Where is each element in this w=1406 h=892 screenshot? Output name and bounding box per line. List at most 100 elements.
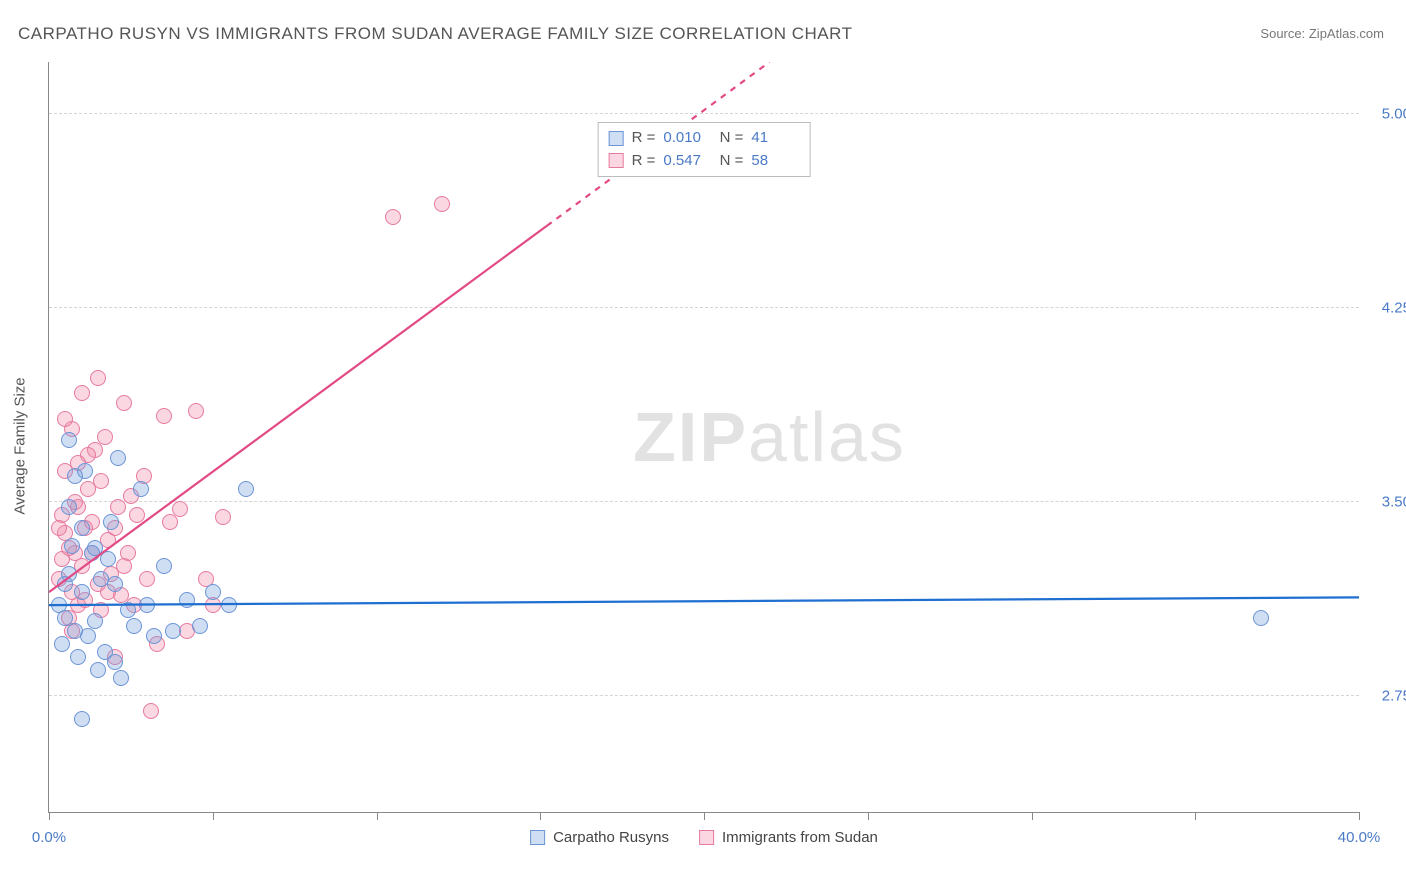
watermark-zip: ZIP	[633, 398, 748, 476]
chart-title: CARPATHO RUSYN VS IMMIGRANTS FROM SUDAN …	[18, 24, 852, 44]
data-point-b	[93, 473, 109, 489]
data-point-b	[215, 509, 231, 525]
data-point-a	[192, 618, 208, 634]
data-point-b	[162, 514, 178, 530]
x-tick	[49, 812, 50, 820]
data-point-b	[51, 520, 67, 536]
data-point-a	[64, 538, 80, 554]
data-point-a	[70, 649, 86, 665]
data-point-b	[188, 403, 204, 419]
data-point-a	[80, 628, 96, 644]
data-point-a	[54, 636, 70, 652]
data-point-a	[107, 654, 123, 670]
data-point-b	[172, 501, 188, 517]
y-tick-label: 4.25	[1382, 299, 1406, 316]
data-point-a	[238, 481, 254, 497]
data-point-a	[156, 558, 172, 574]
data-point-a	[179, 592, 195, 608]
data-point-a	[110, 450, 126, 466]
x-tick	[213, 812, 214, 820]
n-label: N =	[715, 127, 743, 150]
data-point-a	[67, 468, 83, 484]
data-point-b	[116, 558, 132, 574]
data-point-a	[113, 670, 129, 686]
gridline	[49, 501, 1359, 502]
data-point-b	[143, 703, 159, 719]
chart-source: Source: ZipAtlas.com	[1260, 26, 1384, 41]
data-point-b	[434, 196, 450, 212]
data-point-a	[1253, 610, 1269, 626]
n-value-b: 58	[751, 150, 795, 173]
data-point-a	[61, 432, 77, 448]
r-value-a: 0.010	[663, 127, 707, 150]
data-point-a	[146, 628, 162, 644]
y-axis-label: Average Family Size	[12, 377, 29, 514]
r-label: R =	[632, 150, 656, 173]
x-tick	[1032, 812, 1033, 820]
data-point-b	[129, 507, 145, 523]
swatch-sudan	[609, 153, 624, 168]
data-point-a	[87, 613, 103, 629]
data-point-b	[57, 411, 73, 427]
data-point-a	[120, 602, 136, 618]
legend-item-b: Immigrants from Sudan	[699, 829, 878, 846]
y-tick-label: 5.00	[1382, 105, 1406, 122]
legend-label-a: Carpatho Rusyns	[553, 829, 669, 846]
data-point-a	[90, 662, 106, 678]
data-point-a	[139, 597, 155, 613]
trend-line	[49, 597, 1359, 605]
data-point-b	[385, 209, 401, 225]
data-point-a	[205, 584, 221, 600]
stats-row-a: R = 0.010 N = 41	[609, 127, 796, 150]
x-tick	[704, 812, 705, 820]
data-point-a	[165, 623, 181, 639]
n-label: N =	[715, 150, 743, 173]
legend-label-b: Immigrants from Sudan	[722, 829, 878, 846]
legend-swatch-sudan	[699, 830, 714, 845]
data-point-a	[100, 551, 116, 567]
y-tick-label: 2.75	[1382, 687, 1406, 704]
x-tick	[1195, 812, 1196, 820]
swatch-carpatho	[609, 131, 624, 146]
plot-area: ZIPatlas R = 0.010 N = 41 R = 0.547 N = …	[48, 62, 1359, 813]
data-point-a	[107, 576, 123, 592]
r-value-b: 0.547	[663, 150, 707, 173]
data-point-b	[74, 385, 90, 401]
gridline	[49, 113, 1359, 114]
data-point-b	[156, 408, 172, 424]
r-label: R =	[632, 127, 656, 150]
legend-item-a: Carpatho Rusyns	[530, 829, 669, 846]
stats-row-b: R = 0.547 N = 58	[609, 150, 796, 173]
x-tick	[540, 812, 541, 820]
data-point-a	[61, 499, 77, 515]
data-point-a	[57, 576, 73, 592]
data-point-a	[74, 520, 90, 536]
data-point-a	[74, 584, 90, 600]
x-tick-label: 40.0%	[1338, 829, 1381, 846]
data-point-b	[139, 571, 155, 587]
data-point-b	[110, 499, 126, 515]
data-point-b	[90, 370, 106, 386]
source-name: ZipAtlas.com	[1309, 26, 1384, 41]
data-point-b	[97, 429, 113, 445]
data-point-a	[74, 711, 90, 727]
watermark: ZIPatlas	[633, 397, 906, 477]
watermark-atlas: atlas	[748, 398, 906, 476]
stats-box: R = 0.010 N = 41 R = 0.547 N = 58	[598, 122, 811, 177]
legend-swatch-carpatho	[530, 830, 545, 845]
source-label: Source:	[1260, 26, 1305, 41]
y-tick-label: 3.50	[1382, 493, 1406, 510]
x-tick-label: 0.0%	[32, 829, 66, 846]
x-tick	[1359, 812, 1360, 820]
n-value-a: 41	[751, 127, 795, 150]
gridline	[49, 695, 1359, 696]
gridline	[49, 307, 1359, 308]
data-point-b	[116, 395, 132, 411]
data-point-a	[126, 618, 142, 634]
data-point-a	[221, 597, 237, 613]
x-tick	[868, 812, 869, 820]
x-tick	[377, 812, 378, 820]
data-point-a	[133, 481, 149, 497]
legend: Carpatho Rusyns Immigrants from Sudan	[530, 829, 878, 846]
data-point-a	[103, 514, 119, 530]
